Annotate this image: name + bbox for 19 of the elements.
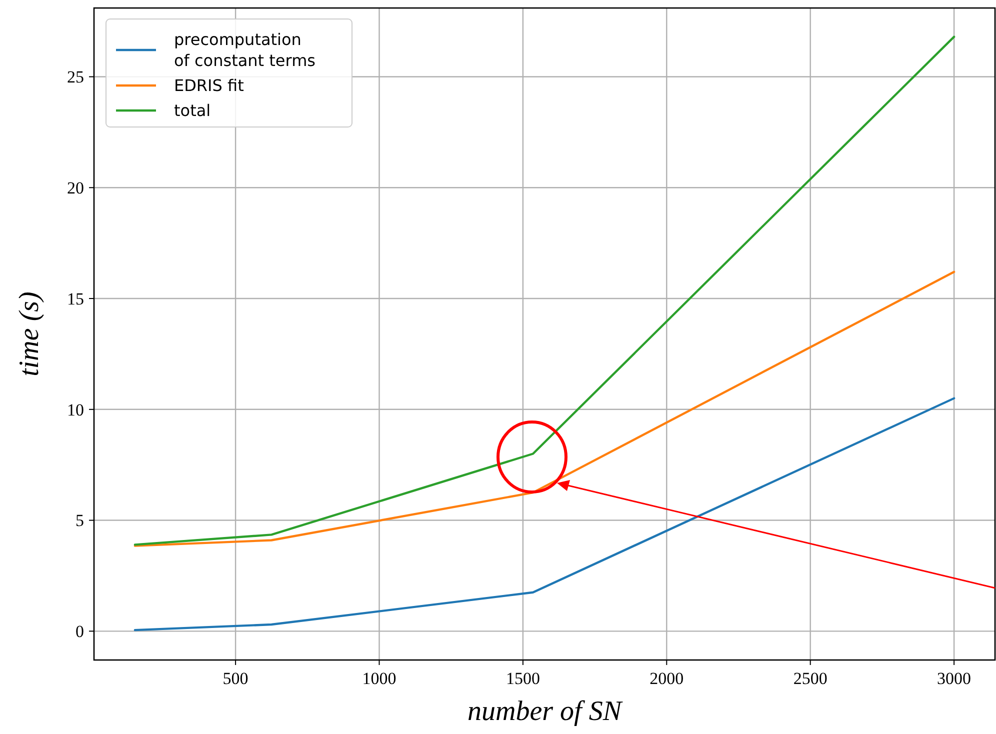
x-tick-label: 3000: [937, 669, 972, 688]
y-tick-label: 10: [67, 400, 84, 420]
y-tick-label: 5: [76, 511, 84, 530]
legend-label: total: [174, 101, 211, 120]
legend-label: EDRIS fit: [174, 76, 244, 95]
y-tick-label: 25: [67, 68, 84, 87]
x-axis-title: number of SN: [468, 696, 623, 727]
y-axis-title: time (s): [14, 292, 45, 376]
legend-label: precomputation of constant terms: [174, 30, 316, 70]
x-tick-label: 2500: [793, 669, 828, 688]
x-tick-label: 1000: [362, 669, 396, 688]
x-tick-label: 500: [222, 669, 248, 688]
y-tick-label: 15: [67, 289, 84, 308]
y-tick-label: 20: [67, 178, 84, 198]
x-tick-label: 2000: [650, 669, 684, 688]
x-tick-label: 1500: [506, 669, 540, 688]
y-tick-label: 0: [76, 622, 84, 642]
line-series: [134, 270, 956, 547]
line-series: [134, 397, 956, 632]
